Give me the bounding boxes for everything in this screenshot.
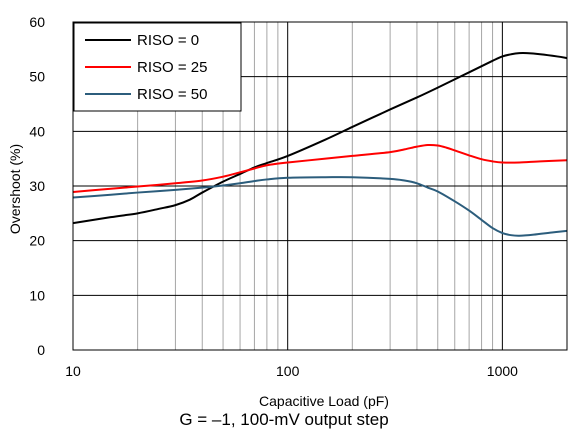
series-lines <box>72 52 568 237</box>
legend-label: RISO = 0 <box>137 32 199 49</box>
x-tick-label: 1000 <box>487 363 518 379</box>
x-tick-labels: 10 100 1000 <box>65 363 518 379</box>
x-axis-label: Capacitive Load (pF) <box>259 393 389 409</box>
legend: RISO = 0 RISO = 25 RISO = 50 <box>73 22 242 112</box>
y-tick-label: 30 <box>29 178 45 194</box>
plot-frame <box>72 21 568 351</box>
y-tick-label: 60 <box>29 14 45 30</box>
legend-label: RISO = 50 <box>137 86 207 103</box>
y-tick-label: 0 <box>37 342 45 358</box>
x-tick-label: 100 <box>276 363 300 379</box>
legend-label: RISO = 25 <box>137 59 207 76</box>
chart-caption: G = –1, 100-mV output step <box>179 410 389 429</box>
series-line-2 <box>72 143 568 194</box>
x-tick-label: 10 <box>65 363 81 379</box>
y-tick-label: 20 <box>29 233 45 249</box>
y-tick-label: 50 <box>29 69 45 85</box>
series-line-3 <box>72 176 568 237</box>
y-tick-label: 10 <box>29 287 45 303</box>
y-tick-label: 40 <box>29 123 45 139</box>
series-line-1 <box>72 52 568 225</box>
y-tick-labels: 0 10 20 30 40 50 60 <box>29 14 45 358</box>
y-axis-label: Overshoot (%) <box>7 144 23 234</box>
